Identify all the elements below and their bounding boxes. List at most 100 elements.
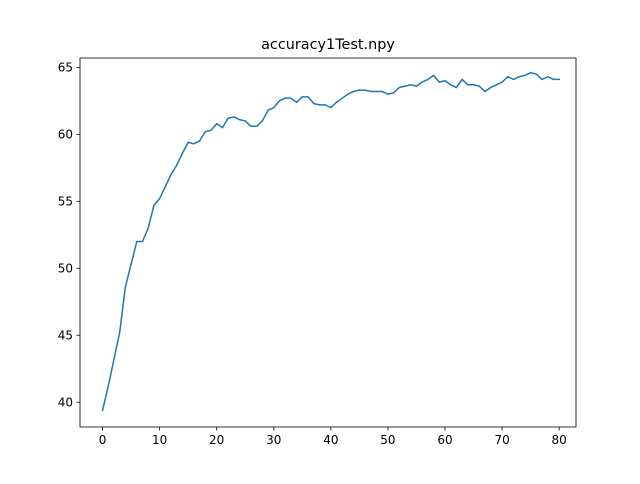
data-point [381, 90, 383, 93]
data-point [198, 140, 201, 142]
data-point [358, 89, 361, 91]
data-point [489, 86, 492, 89]
x-tick-label: 0 [99, 433, 107, 447]
x-tick-label: 20 [209, 433, 224, 447]
y-tick-label: 60 [58, 128, 73, 142]
data-point [307, 96, 309, 98]
data-point [415, 85, 418, 87]
data-point [375, 90, 378, 93]
data-point [227, 117, 229, 120]
x-tick-label: 60 [437, 433, 452, 447]
data-point [370, 90, 372, 93]
data-point [101, 409, 104, 412]
data-point [136, 240, 138, 243]
data-point [404, 85, 406, 87]
data-point [204, 130, 207, 133]
data-point [455, 86, 458, 89]
x-tick-label: 30 [266, 433, 281, 447]
data-point [164, 185, 167, 188]
data-point [421, 81, 423, 83]
plot-area [101, 71, 560, 412]
data-point [221, 126, 224, 129]
data-point [558, 78, 560, 81]
data-point [290, 97, 292, 99]
y-tick-label: 65 [58, 61, 73, 75]
data-point [284, 97, 286, 99]
y-tick-label: 55 [58, 195, 73, 209]
axes-frame [79, 57, 577, 428]
data-point [158, 197, 161, 200]
data-point [118, 331, 121, 334]
data-point [210, 129, 212, 132]
x-tick-label: 50 [380, 433, 395, 447]
y-tick-label: 40 [58, 396, 73, 410]
data-point [398, 86, 401, 89]
data-point [141, 240, 144, 243]
data-point [364, 89, 366, 91]
data-point [387, 93, 389, 95]
data-point [215, 122, 218, 125]
data-point [449, 84, 452, 86]
data-point [495, 84, 498, 86]
data-point [233, 116, 235, 118]
data-point [324, 104, 326, 106]
x-tick-label: 70 [494, 433, 509, 447]
data-point [512, 78, 515, 81]
x-tick-label: 10 [152, 433, 167, 447]
data-point [352, 90, 355, 93]
data-point [330, 106, 332, 109]
data-point [392, 92, 395, 94]
data-point [273, 106, 275, 109]
data-point [467, 84, 469, 86]
data-point [318, 104, 321, 106]
data-point [438, 81, 441, 83]
chart-title: accuracy1Test.npy [261, 37, 395, 53]
data-point [278, 100, 281, 102]
data-point [478, 85, 480, 87]
data-point [535, 73, 538, 75]
data-point [552, 78, 555, 81]
data-point [427, 78, 429, 81]
data-point [238, 118, 241, 121]
data-point [124, 286, 127, 288]
data-point [250, 125, 252, 128]
data-point [529, 71, 532, 74]
data-point [261, 120, 264, 122]
data-point [541, 78, 543, 81]
data-point [301, 96, 304, 98]
data-point [444, 80, 446, 82]
x-tick-label: 40 [323, 433, 338, 447]
data-point [461, 78, 463, 81]
y-tick-label: 45 [58, 329, 73, 343]
data-point [244, 120, 246, 122]
data-point [147, 227, 149, 229]
y-tick-label: 50 [58, 262, 73, 276]
data-point [484, 90, 486, 93]
data-point [255, 125, 258, 128]
y-axis: 40 45 50 55 60 65 [58, 61, 80, 410]
data-point [181, 152, 184, 154]
data-point [153, 204, 155, 207]
data-point [472, 84, 475, 86]
data-point [518, 76, 520, 78]
data-point [176, 164, 178, 166]
data-point [130, 263, 132, 266]
data-point [295, 101, 298, 103]
data-point [312, 102, 315, 105]
data-point [193, 142, 195, 145]
data-point [507, 76, 509, 78]
x-axis: 0 10 20 30 40 50 60 70 80 [99, 427, 567, 447]
x-tick-label: 80 [552, 433, 567, 447]
data-point [107, 385, 109, 387]
data-point [187, 141, 189, 144]
data-point [524, 74, 526, 77]
data-point [410, 84, 412, 86]
data-point [267, 109, 269, 111]
data-point [347, 93, 349, 95]
data-point [341, 97, 344, 99]
data-point [335, 101, 338, 103]
data-point [113, 358, 115, 361]
